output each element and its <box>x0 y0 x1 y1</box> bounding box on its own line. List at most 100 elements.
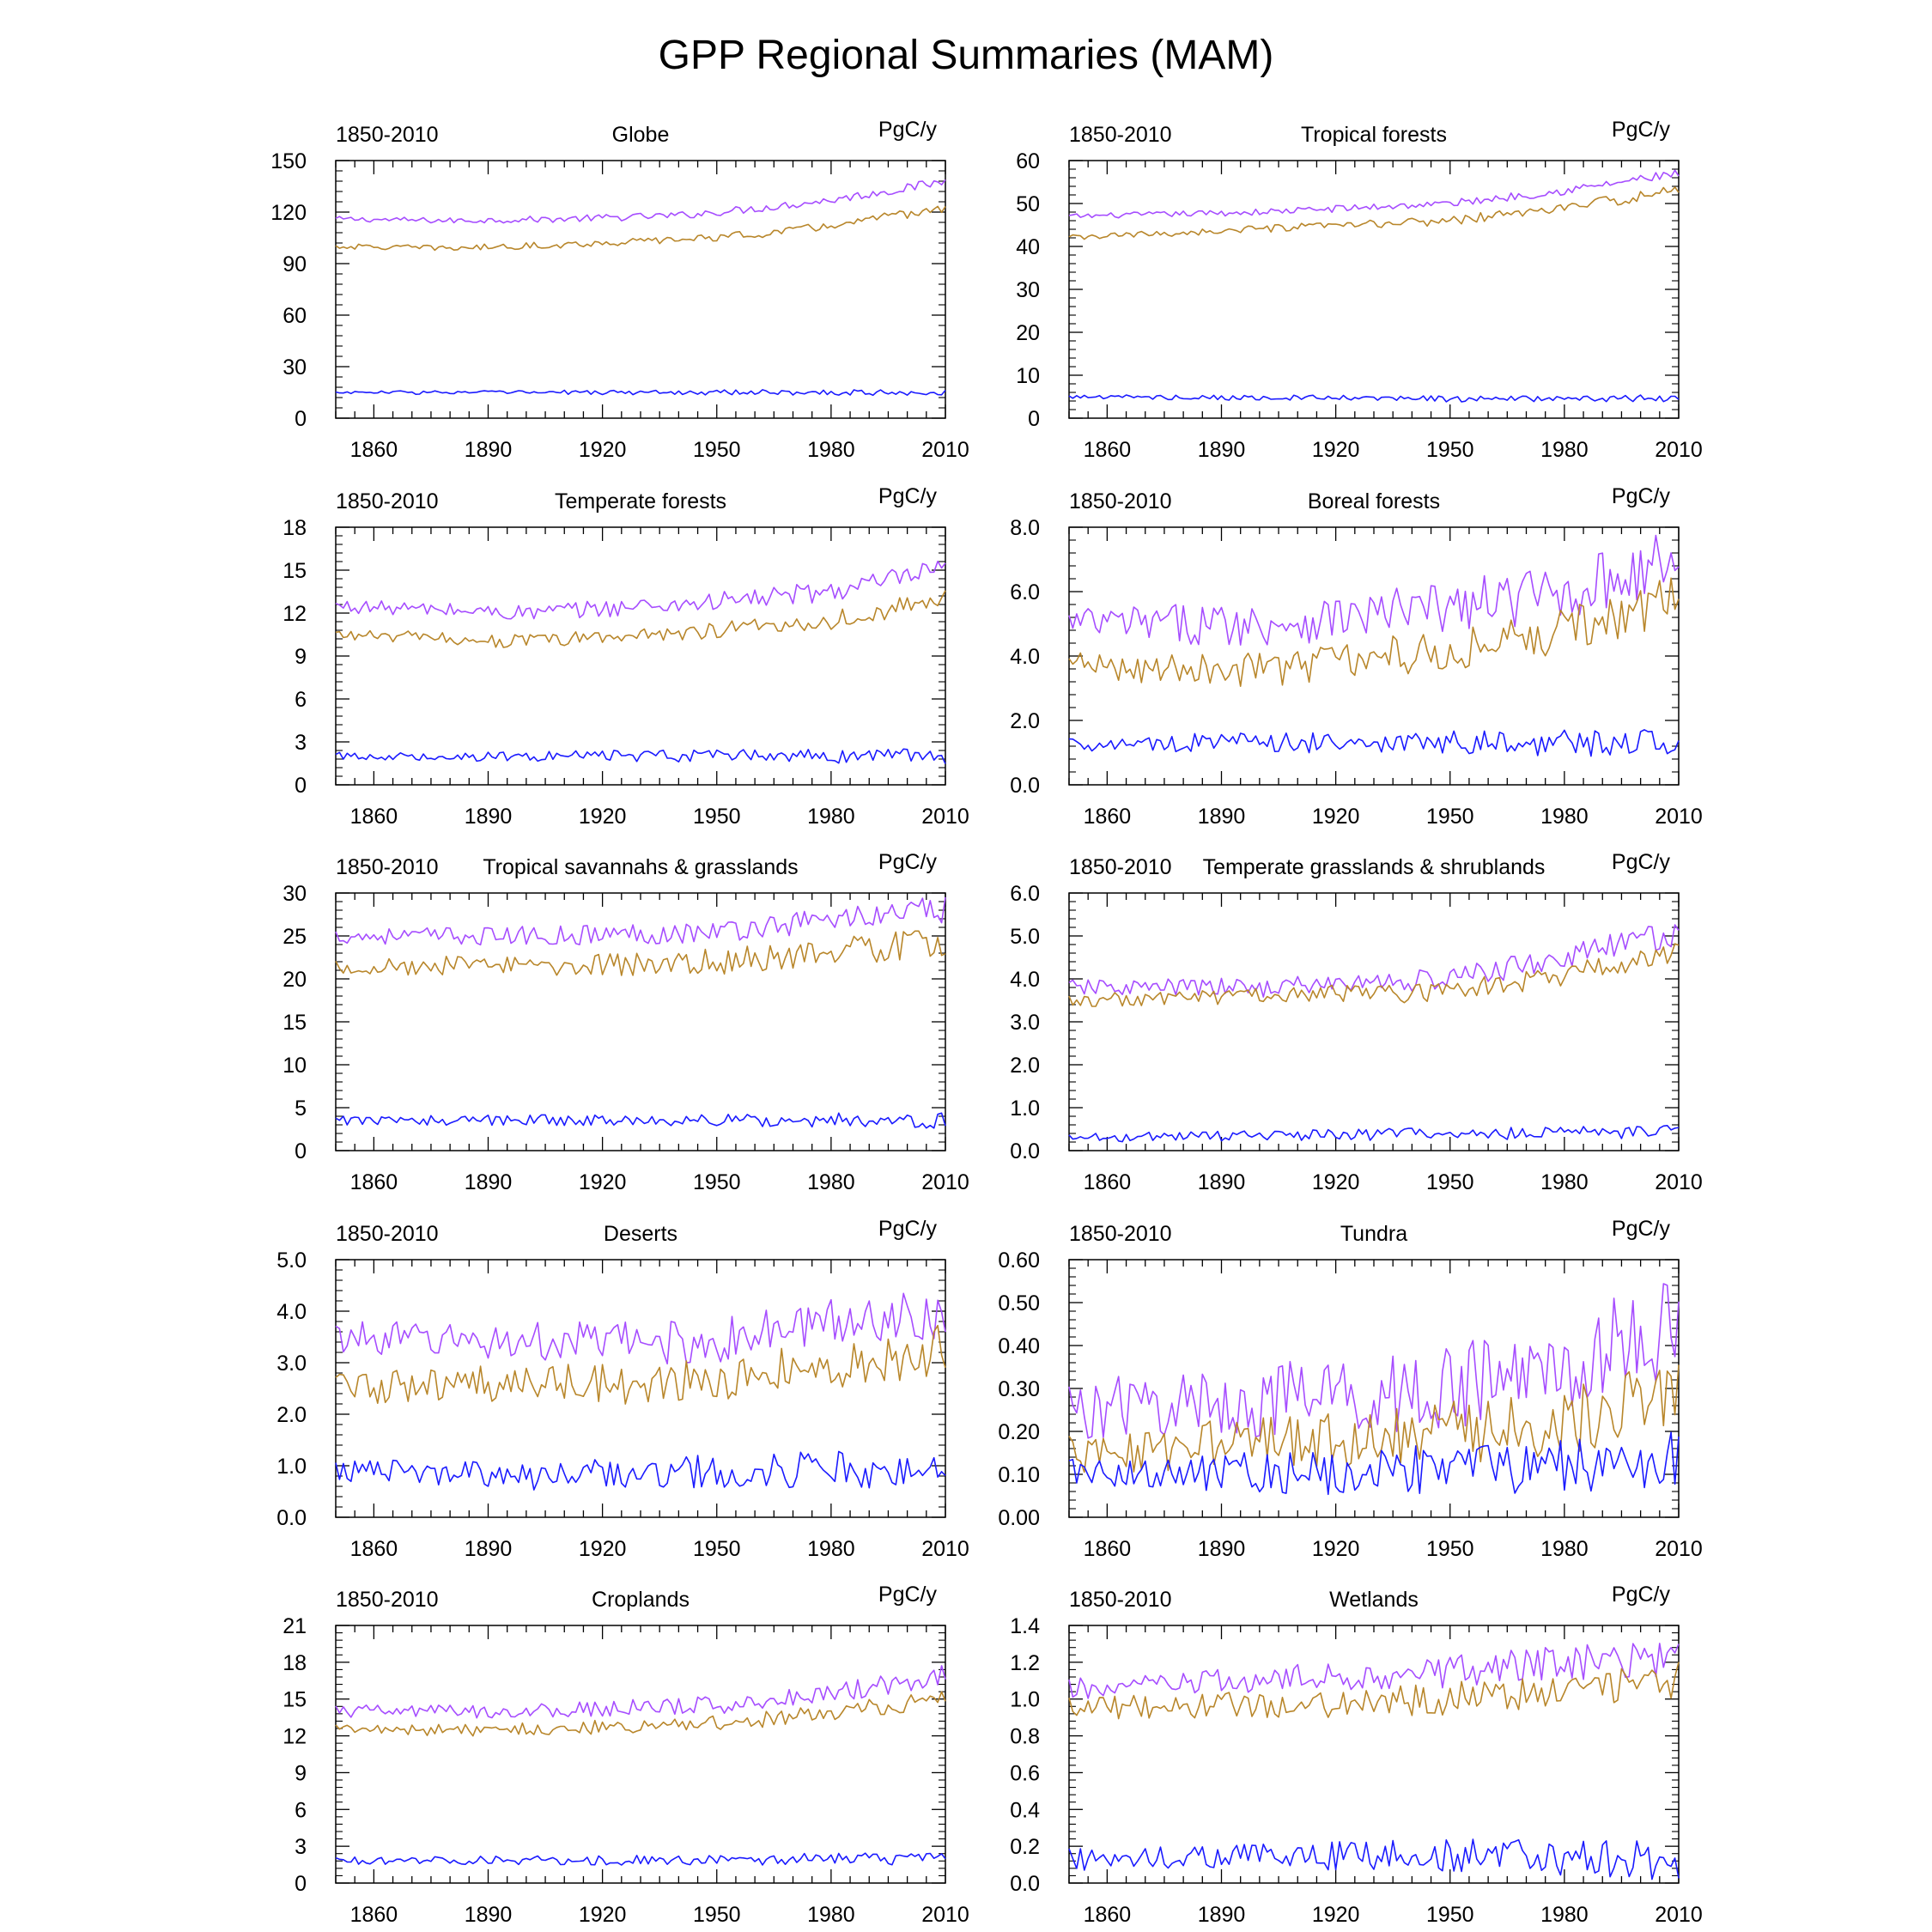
x-tick-label: 1890 <box>1198 805 1246 829</box>
y-tick-label: 0.20 <box>998 1420 1040 1444</box>
y-tick-label: 30 <box>283 355 307 380</box>
y-tick-label: 0.2 <box>1010 1835 1040 1859</box>
series-line-2 <box>1068 394 1680 403</box>
y-tick-label: 0 <box>295 1139 307 1163</box>
y-tick-label: 6 <box>295 1798 307 1822</box>
x-tick-label: 1920 <box>1312 438 1360 462</box>
y-tick-label: 1.0 <box>1010 1688 1040 1712</box>
y-tick-label: 0 <box>295 774 307 798</box>
panel-units: PgC/y <box>1612 850 1671 874</box>
panel-title: Tundra <box>1340 1222 1407 1246</box>
y-tick-label: 1.2 <box>1010 1651 1040 1675</box>
series-line-1 <box>335 590 946 648</box>
y-tick-label: 0.0 <box>1010 774 1040 798</box>
panel-units: PgC/y <box>878 118 938 142</box>
y-tick-label: 0.0 <box>1010 1139 1040 1163</box>
x-tick-label: 1890 <box>465 1903 513 1927</box>
series-line-1 <box>1068 1662 1680 1720</box>
y-tick-label: 9 <box>295 1761 307 1785</box>
x-tick-label: 1890 <box>465 1537 513 1561</box>
y-tick-label: 1.0 <box>1010 1097 1040 1121</box>
plot-frame <box>1068 1625 1680 1884</box>
x-tick-label: 1890 <box>1198 1170 1246 1194</box>
series-line-1 <box>1068 943 1680 1007</box>
series-line-1 <box>335 1691 946 1737</box>
panel-7: 1850-2010 Tundra PgC/y 1860 1890 1920 1950 1980… <box>998 1217 1702 1561</box>
y-tick-label: 0.10 <box>998 1463 1040 1487</box>
x-tick-label: 2010 <box>921 1170 969 1194</box>
y-tick-label: 2.0 <box>1010 709 1040 733</box>
y-tick-label: 5.0 <box>1010 925 1040 949</box>
y-tick-label: 10 <box>283 1054 307 1078</box>
x-tick-label: 1860 <box>350 1170 398 1194</box>
x-tick-label: 2010 <box>921 805 969 829</box>
panel-5: 1850-2010 Temperate grasslands & shrublan… <box>1010 850 1703 1194</box>
panel-period: 1850-2010 <box>1069 855 1172 879</box>
series-line-2 <box>335 1450 946 1491</box>
series-line-2 <box>335 748 946 764</box>
x-tick-label: 2010 <box>1655 1537 1703 1561</box>
x-tick-label: 1980 <box>807 1170 855 1194</box>
y-tick-label: 60 <box>1016 149 1040 173</box>
y-tick-label: 60 <box>283 304 307 328</box>
panel-units: PgC/y <box>1612 1217 1671 1241</box>
series-line-0 <box>335 1665 946 1719</box>
y-tick-label: 2.0 <box>1010 1054 1040 1078</box>
x-tick-label: 2010 <box>1655 438 1703 462</box>
y-tick-label: 15 <box>283 1011 307 1035</box>
y-tick-label: 0 <box>295 1872 307 1896</box>
panel-title: Boreal forests <box>1308 489 1440 513</box>
y-tick-label: 18 <box>283 516 307 540</box>
panel-period: 1850-2010 <box>1069 123 1172 147</box>
series-line-1 <box>335 205 946 252</box>
x-tick-label: 1860 <box>350 805 398 829</box>
x-tick-label: 1920 <box>579 1537 627 1561</box>
series-line-1 <box>1068 1364 1680 1473</box>
x-tick-label: 1980 <box>807 1537 855 1561</box>
panel-units: PgC/y <box>1612 484 1671 508</box>
panel-title: Tropical forests <box>1301 123 1447 147</box>
x-tick-label: 1950 <box>1426 805 1474 829</box>
series-line-0 <box>335 1292 946 1365</box>
x-tick-label: 1920 <box>1312 1170 1360 1194</box>
series-line-2 <box>1068 729 1680 757</box>
panel-period: 1850-2010 <box>1069 489 1172 513</box>
y-tick-label: 0.6 <box>1010 1761 1040 1785</box>
series-line-2 <box>335 389 946 397</box>
y-tick-label: 15 <box>283 1688 307 1712</box>
y-tick-label: 3 <box>295 731 307 755</box>
y-tick-label: 2.0 <box>276 1403 307 1427</box>
y-tick-label: 4.0 <box>276 1300 307 1324</box>
panel-units: PgC/y <box>878 484 938 508</box>
y-tick-label: 4.0 <box>1010 645 1040 669</box>
x-tick-label: 2010 <box>1655 1903 1703 1927</box>
panel-period: 1850-2010 <box>336 123 439 147</box>
x-tick-label: 1950 <box>693 1903 741 1927</box>
x-tick-label: 1980 <box>807 438 855 462</box>
panel-title: Temperate grasslands & shrublands <box>1203 855 1546 879</box>
panel-title: Deserts <box>604 1222 677 1246</box>
x-tick-label: 1950 <box>693 805 741 829</box>
panel-units: PgC/y <box>1612 1583 1671 1607</box>
x-tick-label: 1860 <box>350 1903 398 1927</box>
x-tick-label: 2010 <box>1655 1170 1703 1194</box>
panel-period: 1850-2010 <box>336 1222 439 1246</box>
x-tick-label: 2010 <box>921 1903 969 1927</box>
series-line-0 <box>1068 169 1680 219</box>
series-line-1 <box>335 1324 946 1405</box>
panel-period: 1850-2010 <box>1069 1588 1172 1612</box>
series-line-2 <box>335 1852 946 1866</box>
y-tick-label: 0.4 <box>1010 1798 1040 1822</box>
figure-title: GPP Regional Summaries (MAM) <box>659 33 1274 78</box>
plot-frame <box>1068 160 1680 419</box>
panel-period: 1850-2010 <box>336 855 439 879</box>
y-tick-label: 20 <box>283 968 307 992</box>
x-tick-label: 2010 <box>1655 805 1703 829</box>
panel-0: 1850-2010 Globe PgC/y 1860 1890 1920 1950 1980 2… <box>270 118 969 462</box>
x-tick-label: 1980 <box>1540 1170 1589 1194</box>
y-tick-label: 0.60 <box>998 1249 1040 1273</box>
plot-frame <box>1068 526 1680 786</box>
y-tick-label: 3.0 <box>1010 1011 1040 1035</box>
